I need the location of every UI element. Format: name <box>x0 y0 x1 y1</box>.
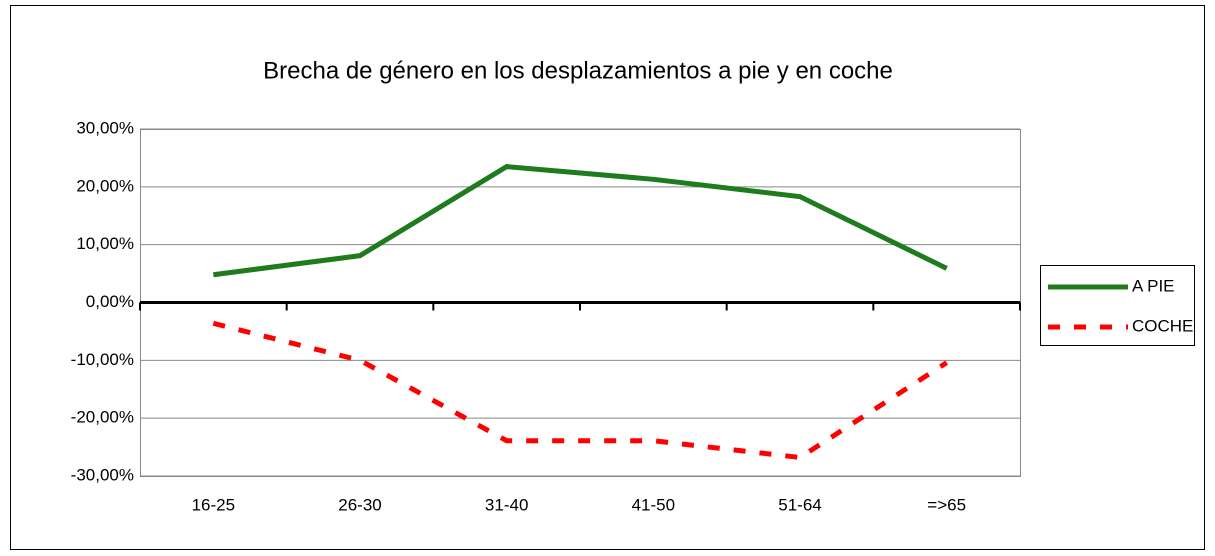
y-tick-label: -30,00% <box>71 465 134 484</box>
y-tick-label: 10,00% <box>76 234 134 253</box>
legend-box <box>1040 265 1195 346</box>
y-tick-label: 20,00% <box>76 176 134 195</box>
legend-label: COCHE <box>1132 316 1193 335</box>
x-tick-label: 41-50 <box>632 495 675 514</box>
y-tick-label: -10,00% <box>71 350 134 369</box>
chart-title: Brecha de género en los desplazamientos … <box>263 57 893 84</box>
x-tick-label: 31-40 <box>485 495 528 514</box>
x-tick-label: 26-30 <box>338 495 381 514</box>
x-tick-label: 51-64 <box>778 495 821 514</box>
series-line <box>212 320 949 461</box>
x-tick-label: 16-25 <box>192 495 235 514</box>
y-tick-label: -20,00% <box>71 408 134 427</box>
series-line <box>213 164 948 278</box>
chart-border <box>10 5 1205 550</box>
y-tick-label: 0,00% <box>86 292 134 311</box>
legend-label: A PIE <box>1132 276 1175 295</box>
x-tick-label: =>65 <box>927 495 966 514</box>
y-tick-label: 30,00% <box>76 118 134 137</box>
